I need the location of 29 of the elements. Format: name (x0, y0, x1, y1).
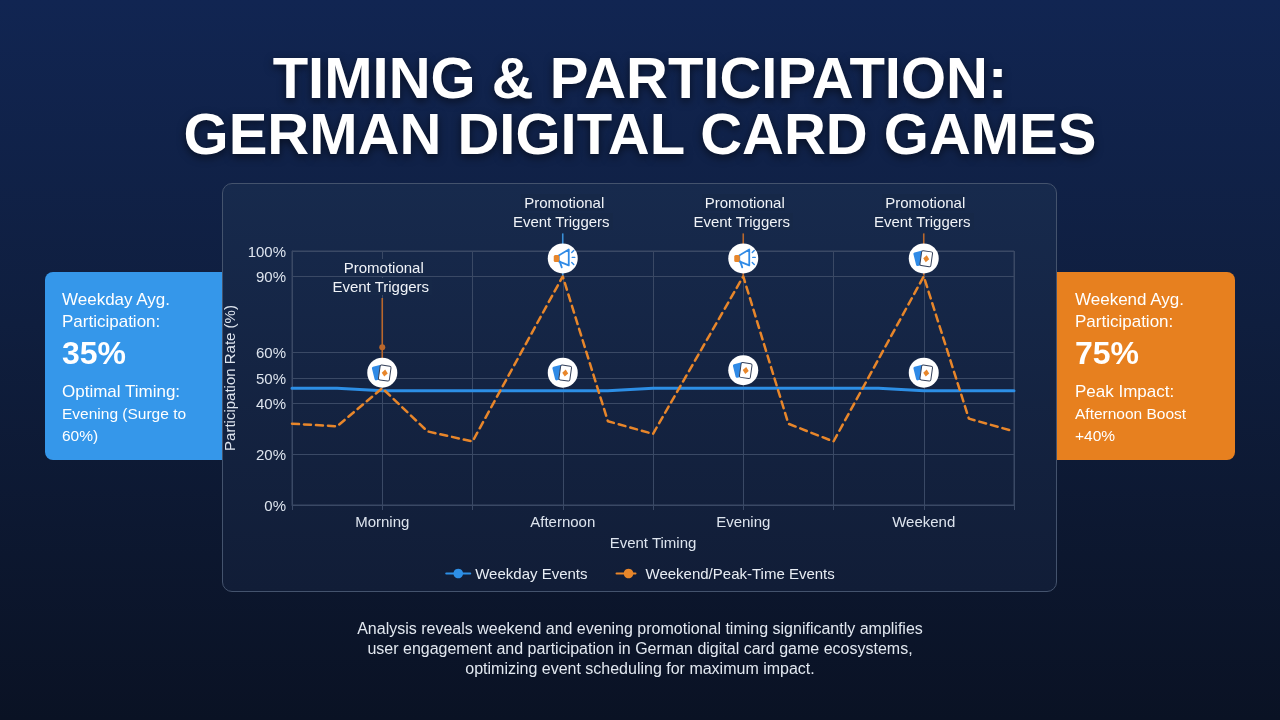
legend-label: Weekday Events (475, 565, 588, 582)
annotation: Promotional Event Triggers (693, 194, 794, 231)
text: 35% (62, 334, 128, 373)
legend-label: Weekend/Peak-Time Events (645, 565, 835, 582)
x-tick-label: Evening (716, 513, 771, 530)
y-tick-label: 0% (264, 496, 286, 514)
annotation: Promotional Event Triggers (512, 194, 613, 231)
y-tick-label: 50% (255, 369, 286, 387)
x-tick-label: Weekend (892, 513, 956, 530)
text: Peak Impact: (1075, 381, 1176, 403)
text: Optimal Timing: (62, 381, 182, 403)
y-tick-label: 90% (255, 267, 286, 285)
y-tick-label: 40% (255, 394, 286, 412)
text: Analysis reveals weekend and evening promotional timing significantly amplifies user engagement and participation in German digital card game ecosystems, optimizing event scheduling for maximum impact. (356, 619, 924, 679)
y-tick-label: 100% (247, 242, 286, 260)
x-tick-label: Afternoon (530, 513, 596, 530)
y-tick-label: 20% (255, 445, 286, 463)
y-axis-title: Participation Rate (%) (220, 305, 238, 451)
y-tick-label: 60% (255, 344, 286, 362)
annotation: Promotional Event Triggers (332, 259, 433, 295)
text: Weekday Ayg. Participation: (62, 289, 172, 333)
x-axis-title: Event Timing (609, 534, 697, 551)
text: Afternoon Boost +40% (1075, 404, 1188, 446)
text: Weekend Ayg. Participation: (1075, 289, 1185, 333)
x-tick-label: Morning (355, 513, 410, 530)
chart-title: TIMING & PARTICIPATION: GERMAN DIGITAL CARD GAMES (182, 45, 1098, 166)
text: 75% (1075, 334, 1141, 373)
text: Evening (Surge to 60%) (62, 404, 188, 446)
annotation: Promotional Event Triggers (873, 194, 974, 231)
